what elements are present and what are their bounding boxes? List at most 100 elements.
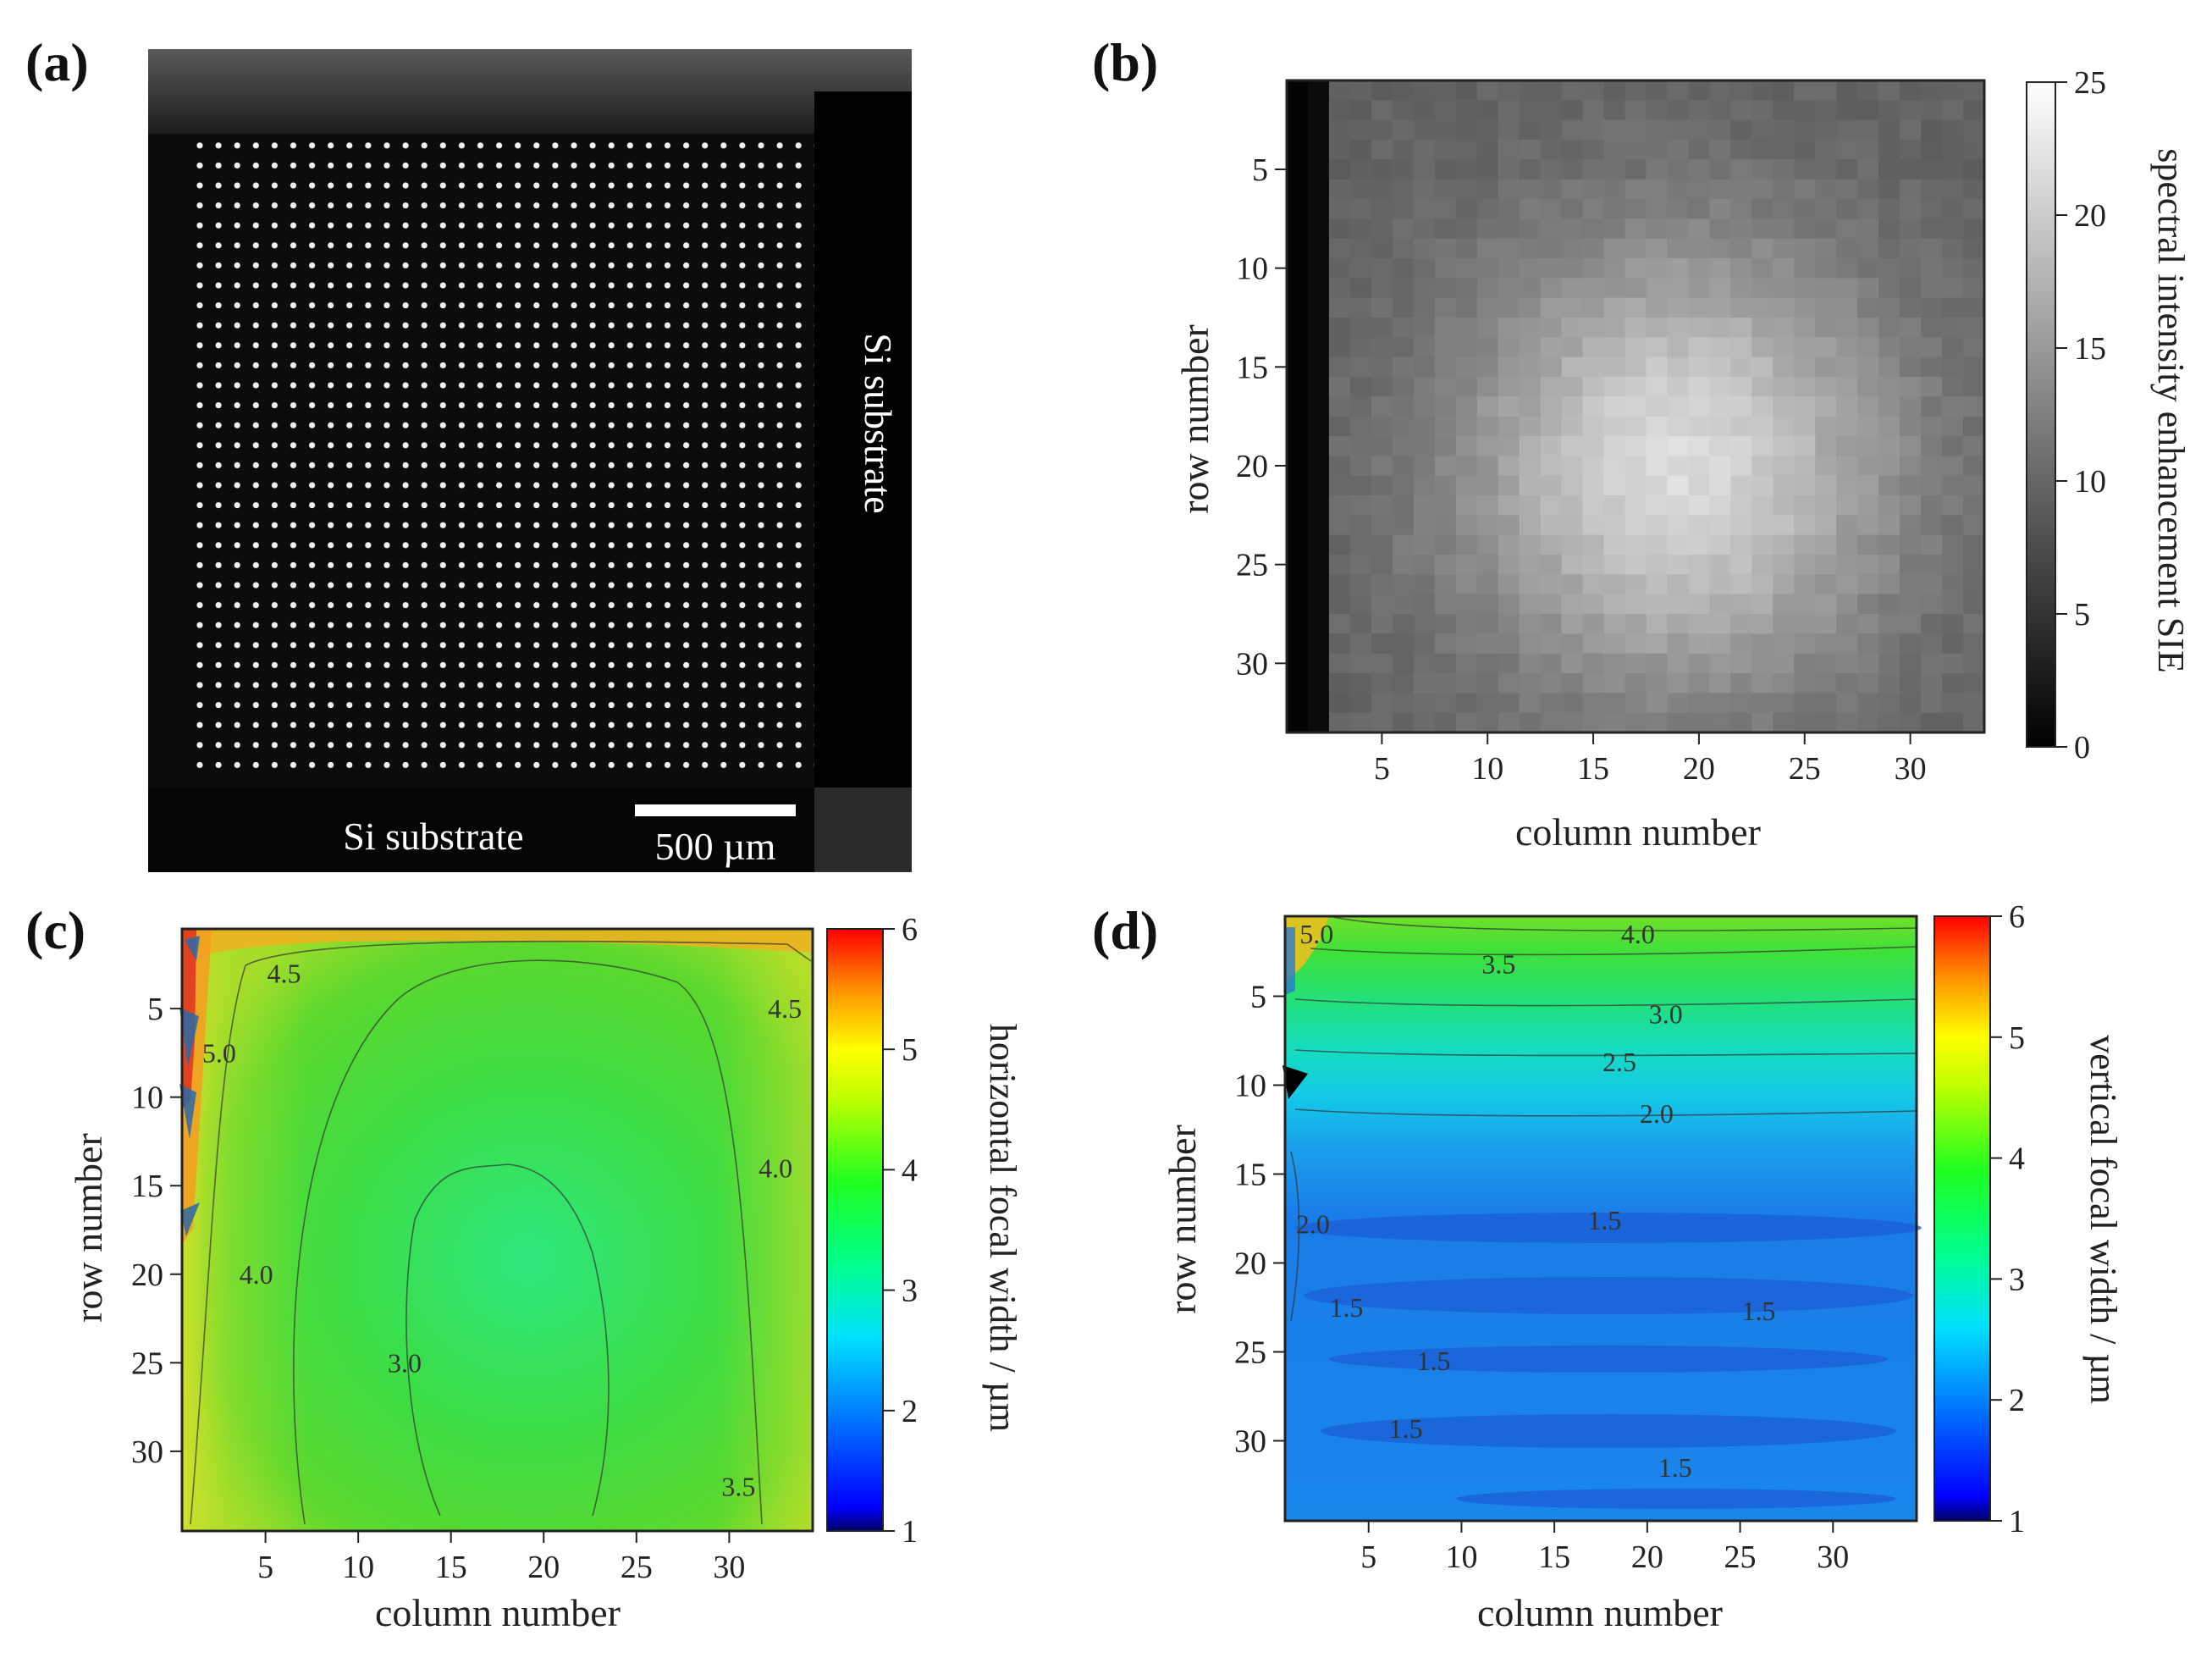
heatmap-cell xyxy=(1963,495,1985,516)
heatmap-cell xyxy=(1688,456,1710,477)
heatmap-cell xyxy=(1963,633,1985,655)
heatmap-cell xyxy=(1540,515,1563,536)
x-ticks-b: 5 10 15 20 25 30 xyxy=(1374,732,1927,787)
heatmap-cell xyxy=(1836,119,1858,141)
colorbar-tick-label: 0 xyxy=(2074,730,2090,765)
heatmap-cell xyxy=(1921,416,1943,437)
heatmap-cell xyxy=(1773,238,1795,259)
heatmap-cell xyxy=(1498,100,1520,121)
heatmap-cell xyxy=(1625,159,1647,180)
heatmap-cell xyxy=(1836,555,1858,575)
heatmap-cell xyxy=(1646,515,1669,536)
heatmap-cell xyxy=(1667,475,1690,496)
colorbar-tick-label: 5 xyxy=(902,1032,918,1068)
panel-label-d: (d) xyxy=(1092,900,1158,960)
heatmap-cell xyxy=(1963,653,1985,674)
colorbar-ticks-b: 0 5 10 15 20 25 xyxy=(2055,65,2106,765)
heatmap-cell xyxy=(1307,159,1330,180)
heatmap-cell xyxy=(1328,456,1351,477)
heatmap-cell xyxy=(1688,238,1710,259)
heatmap-cell xyxy=(1371,258,1393,279)
heatmap-cell xyxy=(1900,396,1922,417)
heatmap-cell xyxy=(1328,356,1351,378)
heatmap-cell xyxy=(1455,318,1478,338)
heatmap-cell xyxy=(1815,653,1837,674)
heatmap-cell xyxy=(1582,100,1605,121)
heatmap-cell xyxy=(1815,258,1837,279)
heatmap-cell xyxy=(1455,712,1478,733)
heatmap-cell xyxy=(1921,356,1943,378)
heatmap-cell xyxy=(1519,574,1542,595)
heatmap-cell xyxy=(1921,495,1943,516)
heatmap-cell xyxy=(1646,238,1669,259)
heatmap-cell xyxy=(1498,199,1520,219)
heatmap-cell xyxy=(1667,218,1690,240)
heatmap-cell xyxy=(1392,159,1415,180)
heatmap-cell xyxy=(1476,258,1499,279)
heatmap-cell xyxy=(1328,179,1351,200)
heatmap-cell xyxy=(1773,377,1795,397)
heatmap-cell xyxy=(1878,318,1900,338)
heatmap-cell xyxy=(1794,218,1816,240)
heatmap-cell xyxy=(1942,179,1964,200)
heatmap-cell xyxy=(1287,396,1309,417)
contour-label: 1.5 xyxy=(1658,1452,1692,1483)
heatmap-cell xyxy=(1287,80,1309,101)
heatmap-cell xyxy=(1603,337,1626,358)
heatmap-cell xyxy=(1646,278,1669,299)
heatmap-cell xyxy=(1540,673,1563,694)
heatmap-cell xyxy=(1349,673,1372,694)
x-tick-label: 20 xyxy=(1683,751,1715,787)
heatmap-cell xyxy=(1751,238,1773,259)
heatmap-cell xyxy=(1603,712,1626,733)
heatmap-cell xyxy=(1413,356,1436,378)
contour-edge-c xyxy=(182,929,813,1531)
heatmap-cell xyxy=(1921,258,1943,279)
heatmap-cell xyxy=(1455,159,1478,180)
heatmap-cell xyxy=(1942,356,1964,378)
heatmap-cell xyxy=(1709,199,1731,219)
heatmap-cell xyxy=(1582,218,1605,240)
x-tick-label: 15 xyxy=(435,1550,467,1585)
heatmap-cell xyxy=(1519,614,1542,634)
heatmap-cell xyxy=(1413,693,1436,714)
heatmap-cell xyxy=(1328,653,1351,674)
heatmap-cell xyxy=(1603,594,1626,615)
heatmap-cell xyxy=(1413,140,1436,160)
heatmap-cell xyxy=(1688,633,1710,655)
heatmap-cell xyxy=(1688,258,1710,279)
colorbar-tick-label: 4 xyxy=(2009,1141,2025,1177)
heatmap-cell xyxy=(1498,140,1520,160)
heatmap-cell xyxy=(1603,278,1626,299)
edge-defect-d xyxy=(1283,1065,1308,1099)
heatmap-cell xyxy=(1900,278,1922,299)
heatmap-cell xyxy=(1287,218,1309,240)
heatmap-cell xyxy=(1625,515,1647,536)
colorbar-tick-label: 3 xyxy=(902,1274,918,1309)
heatmap-cell xyxy=(1603,396,1626,417)
contour-lines-d xyxy=(1290,915,1917,1322)
heatmap-cell xyxy=(1392,574,1415,595)
heatmap-cell xyxy=(1582,495,1605,516)
heatmap-cell xyxy=(1498,693,1520,714)
heatmap-cell xyxy=(1371,238,1393,259)
heatmap-cell xyxy=(1836,278,1858,299)
contour-label: 1.5 xyxy=(1329,1292,1363,1323)
heatmap-cell xyxy=(1434,436,1457,456)
heatmap-cell xyxy=(1646,475,1669,496)
heatmap-cell xyxy=(1498,475,1520,496)
heatmap-cell xyxy=(1667,693,1690,714)
heatmap-cell xyxy=(1455,119,1478,141)
y-tick-label: 25 xyxy=(1236,548,1268,583)
heatmap-cell xyxy=(1434,337,1457,358)
contour-lines-c xyxy=(190,940,812,1525)
y-tick-label: 5 xyxy=(1250,980,1266,1015)
heatmap-cell xyxy=(1349,377,1372,397)
contour-label: 3.0 xyxy=(388,1347,422,1378)
heatmap-cell xyxy=(1794,594,1816,615)
heatmap-cell xyxy=(1794,100,1816,121)
heatmap-cell xyxy=(1625,297,1647,318)
heatmap-cell xyxy=(1349,456,1372,477)
heatmap-cell xyxy=(1349,712,1372,733)
